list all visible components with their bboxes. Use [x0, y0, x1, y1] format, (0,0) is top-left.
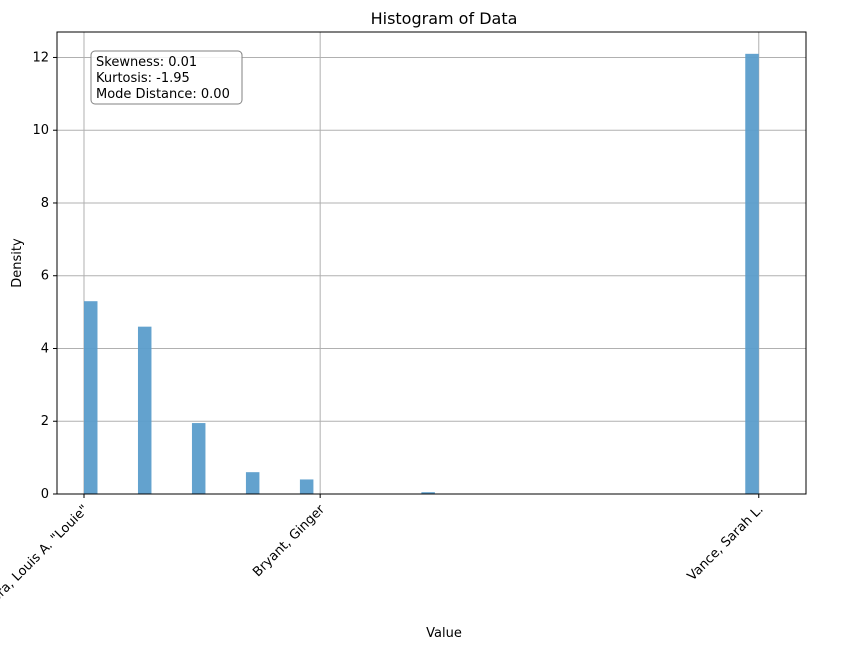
histogram-bar: [299, 479, 314, 494]
y-tick-label: 6: [41, 269, 49, 284]
histogram-bar: [137, 326, 152, 494]
stats-box: Skewness: 0.01 Kurtosis: -1.95 Mode Dist…: [90, 50, 243, 105]
x-tick-label: Flora, Louis A. "Louie": [0, 502, 92, 613]
chart-title: Histogram of Data: [371, 9, 518, 28]
histogram-bar: [745, 53, 759, 494]
y-tick-label: 12: [32, 50, 49, 65]
stats-kurtosis: Kurtosis: -1.95: [96, 71, 190, 86]
x-axis-label: Value: [426, 626, 462, 641]
x-tick-label: Vance, Sarah L.: [685, 502, 767, 584]
y-tick-label: 4: [41, 341, 49, 356]
stats-box-frame: [90, 50, 243, 105]
histogram-bar: [421, 492, 435, 494]
histogram-bars: [83, 53, 759, 494]
stats-mode-distance: Mode Distance: 0.00: [96, 87, 230, 102]
histogram-bar: [83, 301, 98, 494]
y-tick-label: 0: [41, 487, 49, 502]
axis-ticks: 0 2 4 6 8 10 12 Flora, Louis A. "Louie" Bryant, …: [0, 50, 767, 613]
stats-skewness: Skewness: 0.01: [96, 55, 197, 70]
y-tick-label: 10: [32, 123, 49, 138]
plot-frame: [56, 31, 807, 495]
x-tick-label: Bryant, Ginger: [250, 502, 328, 580]
y-tick-label: 8: [41, 196, 49, 211]
histogram-bar: [245, 472, 260, 494]
y-axis-label: Density: [10, 238, 25, 288]
y-tick-label: 2: [41, 414, 49, 429]
histogram-bar: [191, 423, 206, 494]
